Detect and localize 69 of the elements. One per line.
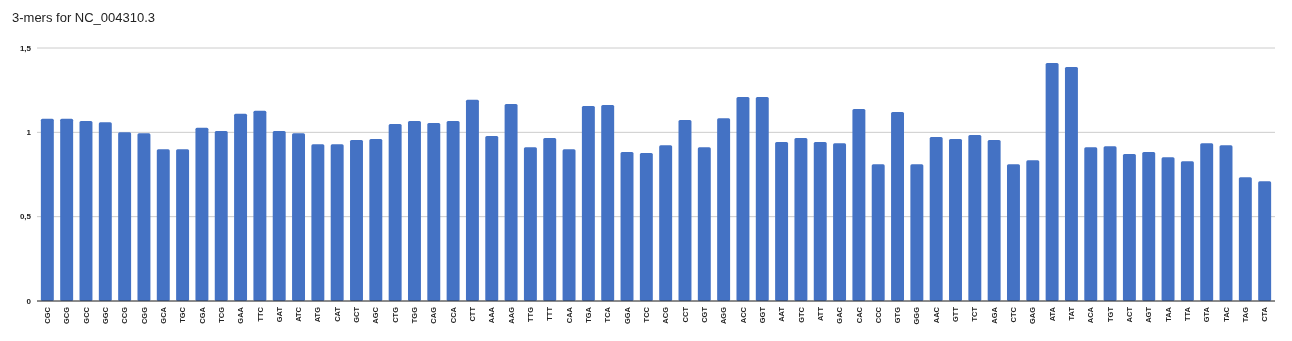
y-tick-label: 1 [26,128,32,138]
bar [292,133,306,301]
bar [581,106,595,301]
bar [1084,147,1098,301]
bar [234,113,248,301]
bar [504,104,518,301]
y-tick-label: 1,5 [19,43,32,53]
bar [40,118,54,301]
bar [1045,63,1059,301]
bar [601,105,615,301]
bar [543,138,557,301]
bar [98,122,112,301]
bar [717,118,731,301]
bar [1026,160,1040,301]
bar [1007,164,1020,301]
bar [949,139,962,301]
bar [775,142,789,301]
bar [639,153,653,301]
bar [485,136,499,301]
bar [369,139,383,301]
bar [427,123,441,301]
bar [620,152,634,301]
bar [1219,145,1233,301]
bar [272,130,286,301]
bar [678,120,692,301]
bar [156,149,170,301]
bar [1238,177,1252,301]
bar [968,135,982,301]
bar [523,147,537,301]
bar [311,144,325,301]
bar [465,99,479,301]
bar [736,97,750,301]
bar [176,149,190,301]
bar [794,138,808,301]
bar [891,112,905,301]
bar [562,149,576,301]
bar [195,127,209,301]
bar [137,133,151,301]
bar [1122,154,1136,301]
bar [350,140,363,301]
bar [214,130,228,301]
bar [1258,181,1272,301]
bar [987,140,1001,301]
bar [330,144,344,301]
bar [118,132,132,301]
bar [1200,143,1214,301]
bar [79,121,93,301]
bar [833,143,847,301]
bar [910,164,924,301]
bar [1103,146,1117,301]
bar [813,142,827,301]
bar [407,121,421,301]
bar [1064,67,1078,301]
bar [755,97,769,301]
bar [446,121,460,301]
bar [388,124,402,301]
bar [852,109,866,301]
bar [1180,161,1194,301]
bar [1161,157,1175,301]
bar [659,145,673,301]
bar [929,137,943,301]
y-tick-label: 0 [26,296,32,306]
bar [1142,152,1156,301]
y-tick-label: 0,5 [19,212,32,222]
bar [697,147,711,301]
bar [253,110,267,301]
chart-title: 3-mers for NC_004310.3 [12,10,156,25]
bar [60,118,74,301]
bar [871,164,885,301]
